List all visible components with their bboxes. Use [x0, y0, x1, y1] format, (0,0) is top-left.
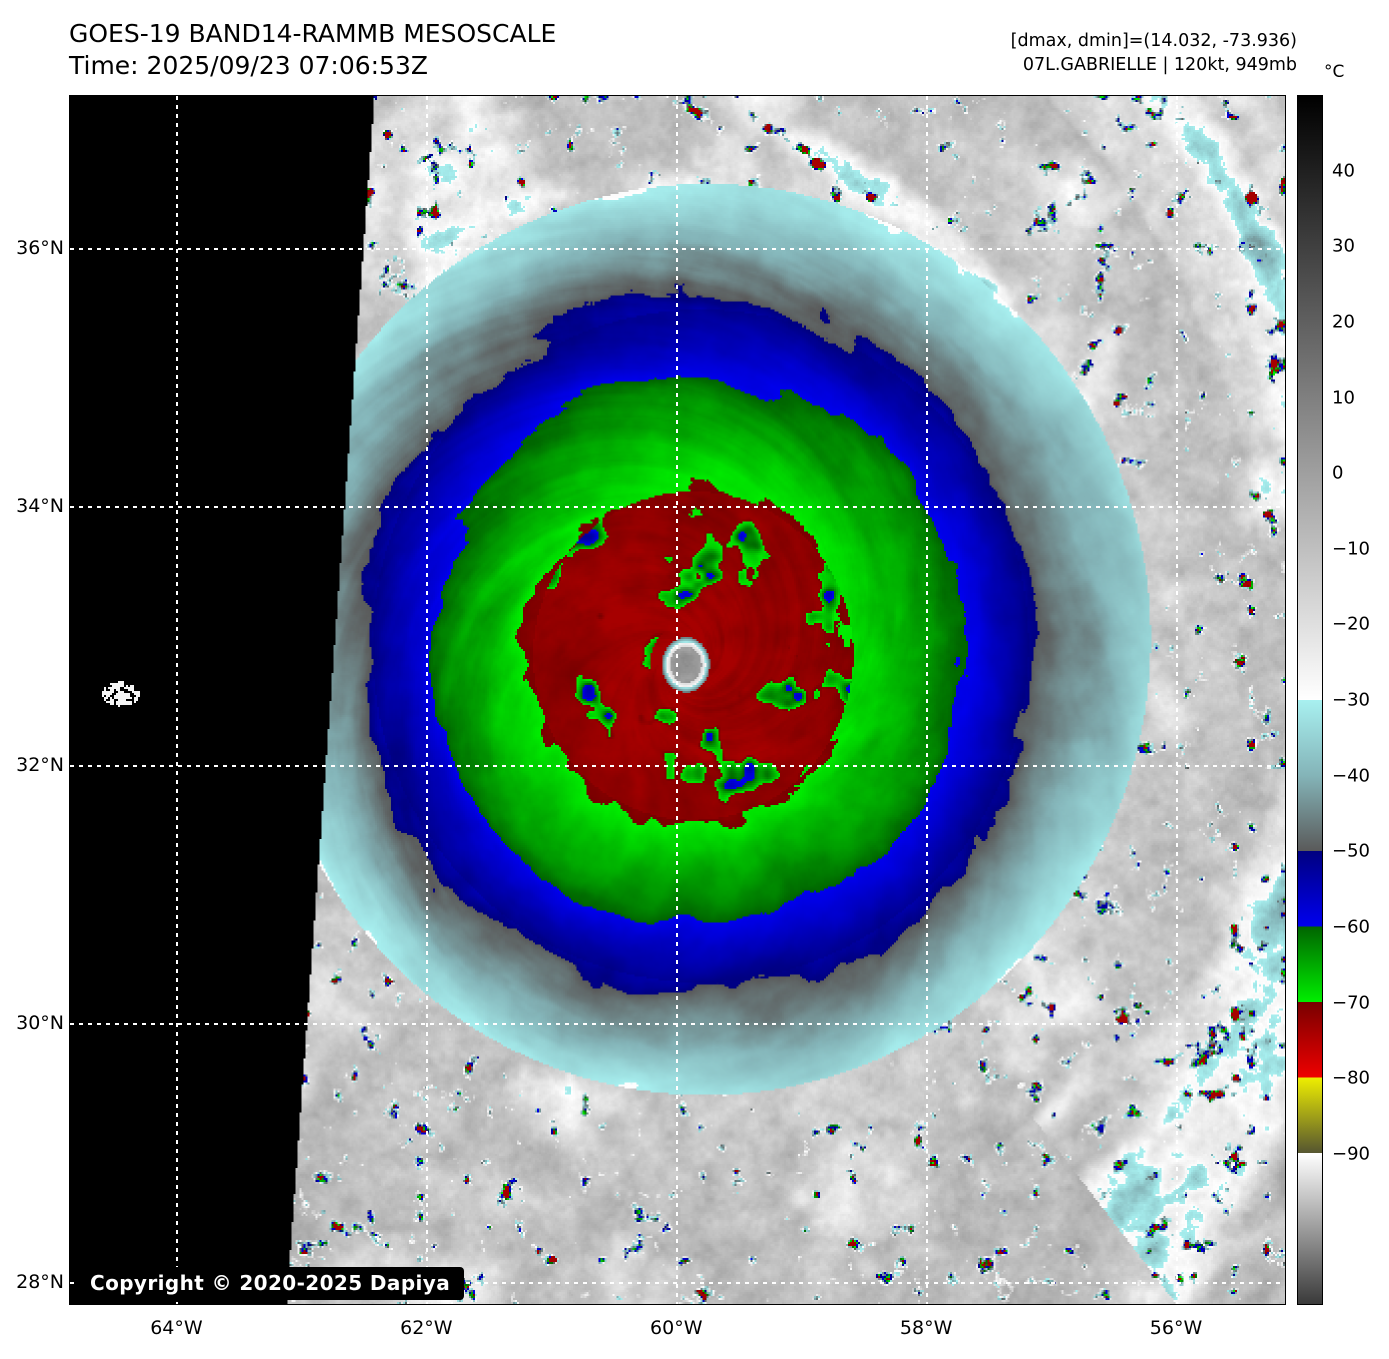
colorbar-gradient-fill	[1298, 96, 1322, 1304]
colorbar-tick-label: −70	[1332, 992, 1370, 1013]
storm-info-label: 07L.GABRIELLE | 120kt, 949mb	[1022, 54, 1297, 75]
lon-tick-label: 64°W	[150, 1317, 203, 1339]
colorbar-tick-label: −80	[1332, 1067, 1370, 1089]
lon-tick-label: 58°W	[899, 1317, 953, 1339]
lat-tick-label: 36°N	[16, 236, 64, 259]
colorbar-unit-label: °C	[1324, 62, 1345, 82]
colorbar-tick-label: −10	[1332, 538, 1370, 560]
satellite-imagery-canvas	[70, 96, 1285, 1304]
colorbar-tick-label: −60	[1332, 916, 1370, 938]
colorbar-tick-label: 40	[1332, 160, 1355, 182]
lat-tick-label: 34°N	[16, 495, 64, 518]
colorbar-tick-label: −30	[1332, 689, 1370, 711]
colorbar-tick-label: −20	[1332, 613, 1370, 635]
page-title: GOES-19 BAND14-RAMMB MESOSCALE	[69, 19, 557, 48]
lat-tick-label: 32°N	[16, 753, 64, 776]
colorbar-tick-label: 10	[1332, 387, 1355, 408]
colorbar-tick-label: −90	[1332, 1143, 1370, 1165]
lon-tick-label: 60°W	[650, 1317, 703, 1339]
colorbar-tick-label: −40	[1332, 765, 1370, 787]
colorbar-tick-label: −50	[1332, 840, 1370, 862]
header-metadata-block: [dmax, dmin]=(14.032, -73.936) 07L.GABRI…	[1011, 30, 1297, 77]
lon-tick-label: 56°W	[1149, 1317, 1203, 1339]
timestamp-label: Time: 2025/09/23 07:06:53Z	[69, 51, 428, 80]
colorbar-tick-label: 30	[1332, 235, 1355, 257]
lat-tick-label: 28°N	[16, 1270, 64, 1293]
lon-tick-label: 62°W	[400, 1317, 453, 1339]
colorbar-tick-label: 0	[1332, 462, 1344, 484]
header-title-block: GOES-19 BAND14-RAMMB MESOSCALE Time: 202…	[69, 18, 556, 82]
temperature-colorbar[interactable]	[1297, 95, 1323, 1305]
satellite-image-panel[interactable]: Copyright © 2020-2025 Dapiya	[69, 95, 1286, 1305]
lat-tick-label: 30°N	[16, 1012, 64, 1035]
copyright-badge: Copyright © 2020-2025 Dapiya	[78, 1267, 465, 1300]
colorbar-tick-label: 20	[1332, 311, 1355, 333]
dmax-dmin-label: [dmax, dmin]=(14.032, -73.936)	[1010, 31, 1297, 51]
